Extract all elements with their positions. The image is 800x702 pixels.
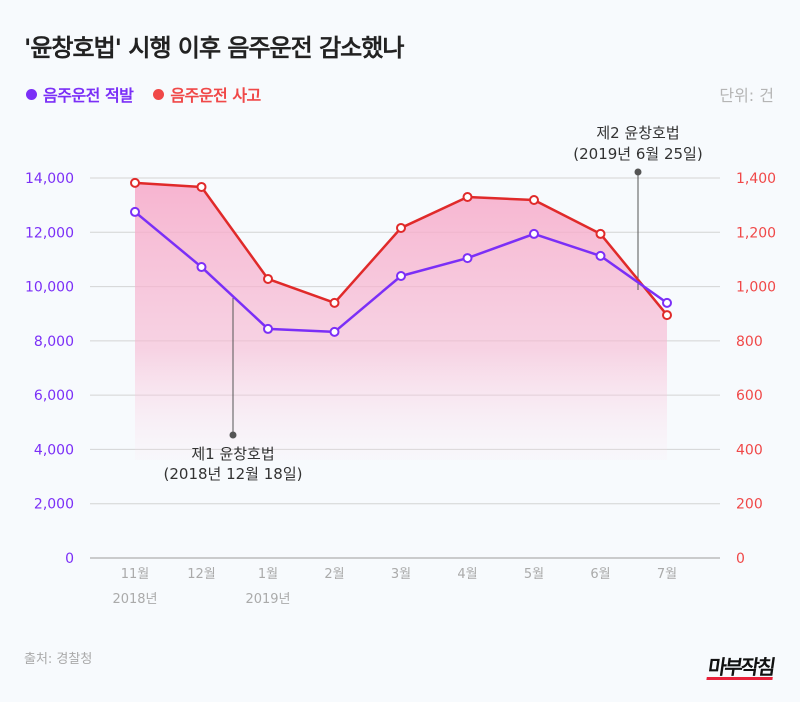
y-right-tick-label: 400 (736, 442, 763, 458)
accidents-point (329, 297, 340, 308)
annotation-label: 제1 윤창호법 (191, 445, 274, 463)
x-tick-label: 3월 (391, 567, 411, 582)
legend-dot-icon (26, 88, 37, 100)
y-left-tick-label: 10,000 (25, 280, 74, 296)
annotation-label: (2018년 12월 18일) (164, 465, 303, 483)
y-right-tick-label: 600 (736, 388, 763, 404)
x-year-label: 2019년 (245, 592, 290, 607)
enforcement-point (462, 253, 473, 264)
x-tick-label: 1월 (258, 567, 278, 582)
enforcement-point (196, 262, 207, 273)
enforcement-point (130, 206, 140, 217)
accidents-point (396, 222, 406, 233)
y-right-tick-label: 200 (736, 497, 763, 513)
source-note: 출처: 경찰청 (24, 652, 93, 667)
accidents-point (263, 273, 273, 284)
legend-item-accidents: 음주운전 사고 (153, 82, 261, 106)
y-left-tick-label: 4,000 (34, 442, 74, 458)
y-right-tick-label: 1,000 (736, 280, 776, 296)
y-left-tick-label: 6,000 (34, 388, 74, 404)
annotation-label: (2019년 6월 25일) (573, 145, 702, 163)
y-right-tick-label: 1,200 (736, 225, 776, 241)
logo: 마부작침 (706, 655, 776, 680)
accidents-point (462, 192, 473, 202)
legend-dot-icon (153, 88, 165, 100)
y-left-tick-label: 2,000 (34, 497, 74, 513)
x-tick-label: 12월 (187, 567, 216, 582)
x-tick-label: 2월 (324, 567, 344, 582)
accidents-point (662, 310, 672, 321)
x-tick-label: 5월 (524, 567, 544, 582)
enforcement-point (329, 326, 340, 337)
x-tick-label: 11월 (121, 567, 150, 582)
legend-item-enforcement: 음주운전 적발 (26, 82, 134, 106)
x-tick-label: 6월 (590, 567, 610, 582)
legend-label: 음주운전 사고 (170, 86, 261, 105)
y-right-tick-label: 1,400 (736, 171, 776, 187)
accidents-point (529, 194, 539, 205)
unit-label: 단위: 건 (719, 86, 774, 105)
enforcement-point (595, 250, 606, 261)
y-left-tick-label: 14,000 (25, 171, 74, 187)
y-left-tick-label: 8,000 (34, 334, 74, 350)
y-left-tick-label: 0 (65, 551, 74, 567)
chart-title: '윤창호법' 시행 이후 음주운전 감소했나 (24, 34, 404, 62)
annotation-label: 제2 윤창호법 (596, 124, 679, 142)
x-tick-label: 7월 (657, 567, 677, 582)
accidents-point (196, 181, 207, 192)
x-year-label: 2018년 (112, 592, 157, 607)
annotation-dot (229, 431, 237, 439)
enforcement-point (662, 297, 672, 308)
y-right-tick-label: 0 (736, 551, 745, 567)
legend-label: 음주운전 적발 (43, 86, 134, 105)
enforcement-point (263, 323, 273, 334)
enforcement-point (529, 228, 539, 239)
x-tick-label: 4월 (457, 567, 477, 582)
y-left-tick-label: 12,000 (25, 225, 74, 241)
enforcement-point (396, 270, 406, 281)
annotation-dot (634, 168, 642, 176)
y-right-tick-label: 800 (736, 334, 763, 350)
accidents-point (130, 177, 140, 188)
area-fill (135, 182, 667, 460)
legend: 음주운전 적발 음주운전 사고 (26, 82, 261, 106)
accidents-point (595, 228, 606, 239)
